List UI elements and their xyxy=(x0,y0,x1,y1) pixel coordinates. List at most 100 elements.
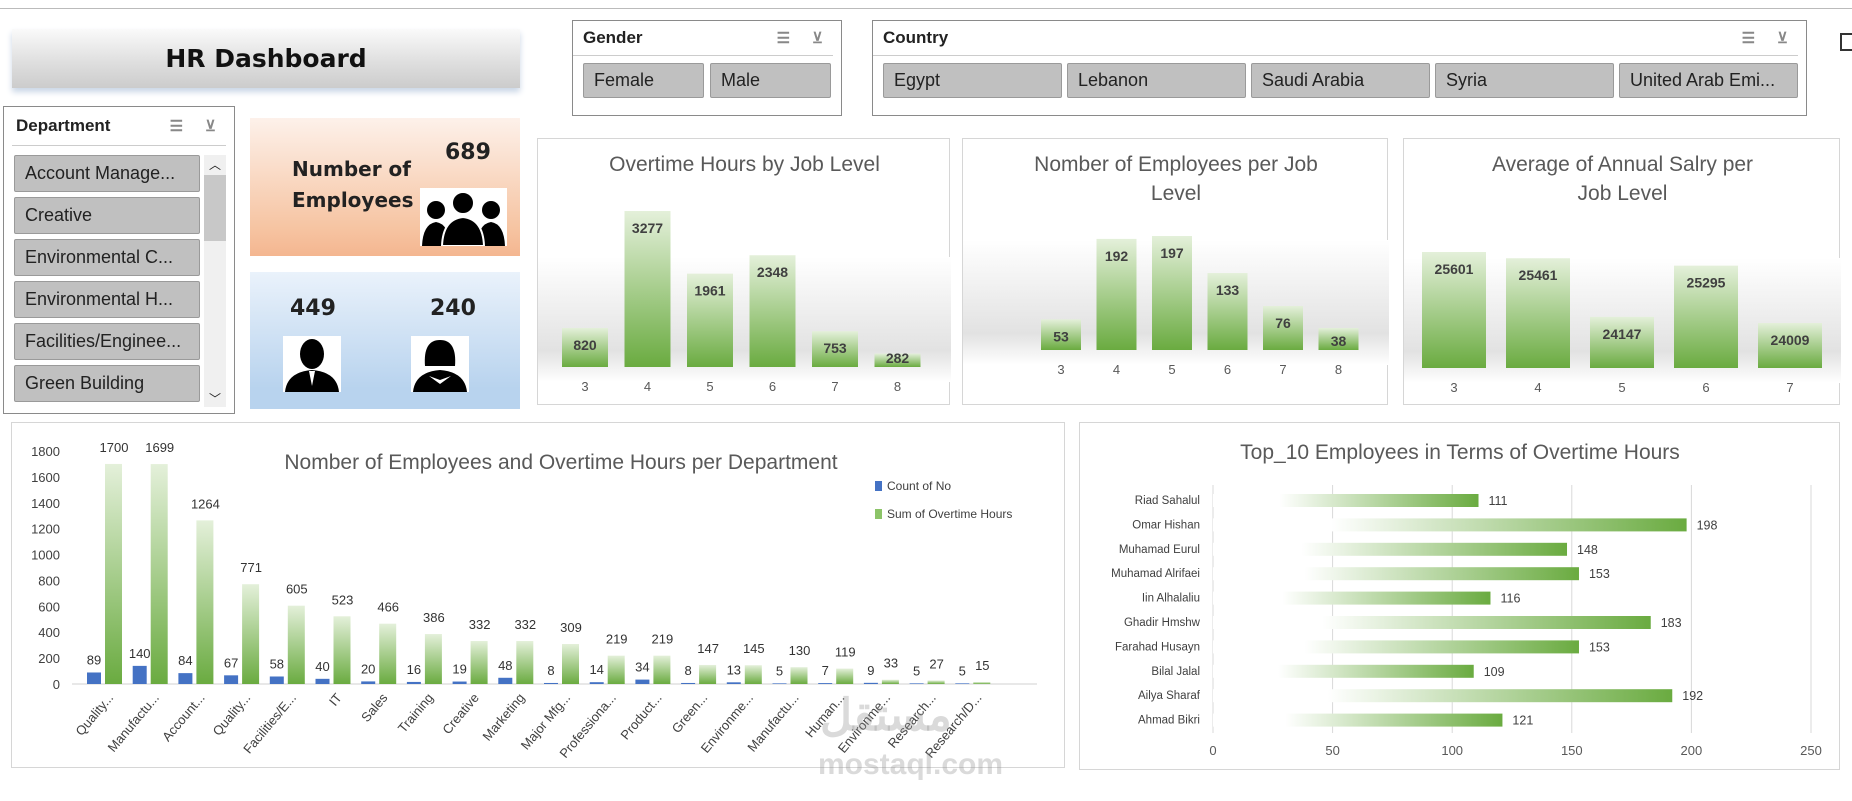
overtime-bar xyxy=(744,665,762,684)
x-tick-label: 5 xyxy=(1168,362,1175,377)
legend-label: Sum of Overtime Hours xyxy=(887,507,1012,521)
count-bar xyxy=(269,676,284,684)
gender-slicer-title: Gender xyxy=(583,28,643,47)
bar xyxy=(1041,319,1081,350)
overtime-label: 1264 xyxy=(191,496,220,511)
x-tick-label: Account... xyxy=(159,690,208,744)
scroll-up-icon[interactable]: ︿ xyxy=(208,158,221,172)
gender-split-card: 449 240 xyxy=(250,272,520,409)
x-tick-label: 3 xyxy=(1450,380,1457,395)
overtime-bar xyxy=(516,641,534,684)
slicer-item[interactable]: United Arab Emi... xyxy=(1619,63,1798,98)
x-tick-label: 5 xyxy=(1618,380,1625,395)
department-chart: Nomber of Employees and Overtime Hours p… xyxy=(11,422,1065,768)
overtime-label: 523 xyxy=(332,592,354,607)
overtime-bar xyxy=(105,463,122,684)
count-label: 8 xyxy=(547,663,554,678)
count-label: 14 xyxy=(589,662,603,677)
data-label: 111 xyxy=(1489,494,1508,508)
employee-name: Riad Sahalul xyxy=(1135,495,1200,507)
bar xyxy=(1213,616,1651,629)
slicer-item[interactable]: Facilities/Enginee... xyxy=(14,323,200,360)
employee-name: Farahad Husayn xyxy=(1115,641,1200,653)
checkbox[interactable] xyxy=(1840,33,1852,51)
x-tick-label: 3 xyxy=(1057,362,1064,377)
overtime-bar xyxy=(653,655,671,684)
multi-select-icon[interactable]: ☰ xyxy=(1741,30,1756,47)
y-tick-label: 600 xyxy=(38,599,60,614)
data-label: 25295 xyxy=(1687,275,1726,291)
slicer-item[interactable]: Male xyxy=(710,63,831,98)
x-tick-label: Quality... xyxy=(72,690,116,738)
count-bar xyxy=(909,683,924,684)
legend-swatch-count xyxy=(875,481,882,491)
employee-name: Iin Alhalaliu xyxy=(1142,593,1200,605)
top10-overtime-chart: Top_10 Employees in Terms of Overtime Ho… xyxy=(1079,422,1840,770)
x-tick-label: Sales xyxy=(358,690,391,725)
slicer-item[interactable]: Egypt xyxy=(883,63,1062,98)
slicer-item[interactable]: Lebanon xyxy=(1067,63,1246,98)
overtime-by-job-level-chart: Overtime Hours by Job Level 820 3 3277 4 1961… xyxy=(537,138,951,405)
x-tick-label: 7 xyxy=(1786,380,1793,395)
dashboard-title: HR Dashboard xyxy=(12,29,520,88)
bar xyxy=(1213,494,1479,507)
bar xyxy=(624,211,671,367)
slicer-item[interactable]: Green Building xyxy=(14,365,200,402)
x-tick-label: Marketing xyxy=(479,690,527,743)
overtime-label: 219 xyxy=(606,632,628,647)
overtime-bar xyxy=(973,682,991,684)
chart-title: Nomber of Employees and Overtime Hours p… xyxy=(284,451,837,474)
female-count: 240 xyxy=(430,296,476,321)
x-tick-label: Quality... xyxy=(210,690,254,738)
count-label: 9 xyxy=(867,663,874,678)
overtime-bar xyxy=(562,644,579,684)
department-scrollbar[interactable]: ︿ ﹀ xyxy=(204,155,226,407)
data-label: 76 xyxy=(1275,315,1291,331)
bar xyxy=(1213,713,1503,727)
slicer-item[interactable]: Female xyxy=(583,63,704,98)
bar xyxy=(1207,273,1248,350)
slicer-item[interactable]: Account Manage... xyxy=(14,155,200,192)
data-label: 121 xyxy=(1512,714,1533,728)
x-tick-label: 7 xyxy=(831,379,838,394)
data-label: 24009 xyxy=(1771,332,1810,348)
scroll-thumb[interactable] xyxy=(204,175,226,241)
slicer-item[interactable]: Saudi Arabia xyxy=(1251,63,1430,98)
slicer-item[interactable]: Environmental H... xyxy=(14,281,200,318)
bar xyxy=(1318,328,1359,350)
overtime-label: 119 xyxy=(835,645,856,660)
bar xyxy=(1213,664,1474,678)
count-label: 48 xyxy=(498,658,512,673)
overtime-label: 130 xyxy=(789,643,811,658)
x-tick-label: Product... xyxy=(617,690,664,742)
employee-name: Muhamad Eurul xyxy=(1119,544,1200,556)
slicer-item[interactable]: Creative xyxy=(14,197,200,234)
count-label: 5 xyxy=(959,663,966,678)
clear-filter-icon[interactable]: ⊻ xyxy=(205,118,216,135)
male-icon xyxy=(283,336,341,392)
chart-title: Overtime Hours by Job Level xyxy=(609,153,880,176)
overtime-bar xyxy=(699,664,717,684)
overtime-bar xyxy=(836,668,854,684)
multi-select-icon[interactable]: ☰ xyxy=(169,118,184,135)
bar xyxy=(874,353,921,367)
clear-filter-icon[interactable]: ⊻ xyxy=(812,30,823,47)
data-label: 282 xyxy=(886,350,910,366)
count-bar xyxy=(87,672,101,684)
total-label-line2: Employees xyxy=(292,188,414,212)
bar xyxy=(1422,252,1486,368)
clear-filter-icon[interactable]: ⊻ xyxy=(1777,30,1788,47)
slicer-item[interactable]: Syria xyxy=(1435,63,1614,98)
overtime-label: 386 xyxy=(423,610,445,625)
multi-select-icon[interactable]: ☰ xyxy=(776,30,791,47)
count-bar xyxy=(772,683,787,684)
y-tick-label: 1600 xyxy=(31,470,60,485)
scroll-down-icon[interactable]: ﹀ xyxy=(208,392,221,406)
count-label: 58 xyxy=(270,656,284,671)
count-bar xyxy=(315,678,330,684)
slicer-item[interactable]: Environmental C... xyxy=(14,239,200,276)
overtime-bar xyxy=(881,679,899,684)
chart-title: Job Level xyxy=(1578,182,1668,205)
data-label: 133 xyxy=(1216,282,1240,298)
y-tick-label: 1200 xyxy=(31,522,60,537)
